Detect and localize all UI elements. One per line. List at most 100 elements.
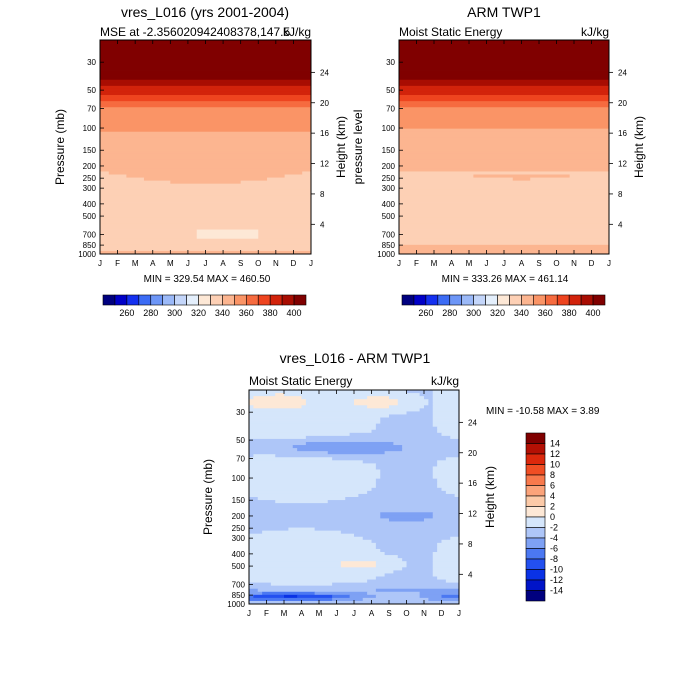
contour-cell bbox=[305, 441, 394, 446]
colorbar-label: -6 bbox=[550, 544, 558, 554]
contour-cell bbox=[249, 405, 254, 409]
x-tick-label: J bbox=[607, 259, 611, 268]
contour-cell bbox=[249, 426, 377, 431]
contour-cell bbox=[399, 147, 610, 151]
contour-cell bbox=[249, 579, 368, 583]
contour-cell bbox=[249, 393, 276, 397]
y-tick-label: 200 bbox=[382, 162, 396, 171]
contour-cell bbox=[100, 162, 312, 166]
contour-cell bbox=[380, 475, 434, 480]
height-tick-label: 4 bbox=[618, 220, 623, 229]
contour-cell bbox=[100, 67, 312, 71]
contour-cell bbox=[441, 432, 460, 437]
height-tick-label: 8 bbox=[320, 190, 325, 199]
contour-cell bbox=[249, 429, 372, 434]
contour-cell bbox=[249, 561, 342, 565]
colorbar-swatch bbox=[525, 579, 546, 591]
contour-cell bbox=[249, 423, 377, 428]
contour-cell bbox=[389, 518, 425, 522]
colorbar-swatch bbox=[525, 485, 546, 497]
contour-cell bbox=[100, 171, 110, 175]
contour-cell bbox=[399, 113, 610, 117]
colorbar-swatch bbox=[138, 294, 152, 306]
contour-cell bbox=[100, 189, 312, 194]
contour-cell bbox=[375, 481, 438, 486]
contour-cell bbox=[399, 192, 610, 197]
contour-cell bbox=[399, 128, 610, 133]
contour-cell bbox=[399, 52, 610, 56]
contour-cell bbox=[399, 73, 610, 78]
contour-cell bbox=[100, 143, 312, 148]
contour-cell bbox=[399, 119, 610, 123]
height-tick-label: 12 bbox=[320, 160, 329, 169]
contour-cell bbox=[375, 564, 407, 568]
contour-cell bbox=[340, 561, 377, 565]
contour-cell bbox=[432, 558, 460, 562]
contour-cell bbox=[100, 156, 312, 160]
contour-cell bbox=[367, 396, 390, 400]
contour-cell bbox=[249, 521, 460, 525]
colorbar-swatch bbox=[525, 590, 546, 602]
y-tick-label: 500 bbox=[232, 562, 246, 571]
contour-cell bbox=[249, 487, 372, 492]
panel-obs-left-string: Moist Static Energy bbox=[399, 25, 502, 39]
colorbar-swatch bbox=[198, 294, 211, 306]
colorbar-label: 340 bbox=[514, 308, 529, 318]
contour-cell bbox=[100, 104, 312, 108]
contour-cell bbox=[375, 484, 438, 489]
contour-cell bbox=[249, 509, 460, 513]
contour-cell bbox=[249, 594, 254, 599]
x-tick-label: A bbox=[150, 259, 156, 268]
contour-cell bbox=[424, 518, 460, 522]
contour-cell bbox=[389, 405, 425, 409]
x-tick-label: N bbox=[421, 609, 427, 618]
y-tick-label: 300 bbox=[382, 184, 396, 193]
colorbar-swatch bbox=[525, 432, 546, 444]
contour-cell bbox=[100, 223, 312, 227]
contour-cell bbox=[100, 241, 312, 246]
contour-cell bbox=[402, 567, 434, 571]
contour-cell bbox=[249, 497, 259, 501]
contour-cell bbox=[249, 530, 263, 535]
contour-cell bbox=[402, 445, 460, 449]
x-tick-label: N bbox=[571, 259, 577, 268]
x-tick-label: M bbox=[316, 609, 323, 618]
contour-cell bbox=[249, 585, 460, 590]
contour-cell bbox=[402, 558, 434, 562]
colorbar-swatch bbox=[473, 294, 486, 306]
y-tick-label: 100 bbox=[83, 124, 97, 133]
contour-cell bbox=[249, 484, 377, 489]
panel-diff-units: kJ/kg bbox=[431, 374, 459, 388]
colorbar-swatch bbox=[102, 294, 116, 306]
contour-cell bbox=[302, 171, 312, 175]
x-tick-label: J bbox=[502, 259, 506, 268]
panel-model-ylabel-right: Height (km) bbox=[334, 116, 348, 178]
colorbar-label: 8 bbox=[550, 470, 555, 480]
x-tick-label: F bbox=[264, 609, 269, 618]
contour-cell bbox=[249, 564, 342, 568]
contour-cell bbox=[270, 582, 333, 587]
colorbar-label: 6 bbox=[550, 481, 555, 491]
colorbar-label: 320 bbox=[191, 308, 206, 318]
contour-cell bbox=[100, 91, 312, 96]
x-tick-label: J bbox=[352, 609, 356, 618]
y-tick-label: 700 bbox=[83, 230, 97, 239]
colorbar-swatch bbox=[281, 294, 295, 306]
contour-cell bbox=[399, 104, 610, 108]
panel-diff-contours bbox=[249, 390, 460, 605]
y-tick-label: 100 bbox=[232, 474, 246, 483]
x-tick-label: J bbox=[247, 609, 251, 618]
contour-cell bbox=[399, 85, 610, 90]
y-tick-label: 150 bbox=[382, 146, 396, 155]
colorbar-swatch bbox=[222, 294, 235, 306]
contour-cell bbox=[399, 183, 610, 188]
colorbar-swatch bbox=[461, 294, 474, 306]
height-tick-label: 16 bbox=[468, 479, 477, 488]
contour-cell bbox=[297, 448, 403, 452]
contour-cell bbox=[100, 165, 312, 169]
contour-cell bbox=[240, 180, 312, 185]
contour-cell bbox=[249, 533, 355, 538]
contour-cell bbox=[399, 46, 610, 50]
